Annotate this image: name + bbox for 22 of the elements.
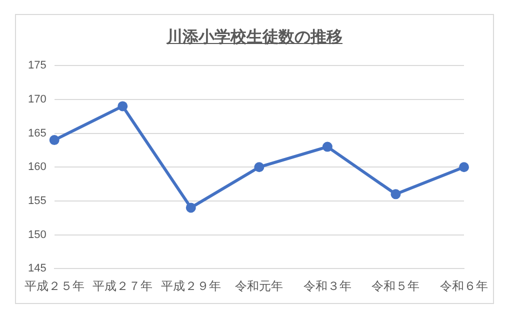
y-tick-label: 150 — [28, 228, 46, 241]
point — [186, 202, 196, 213]
x-tick-label: 令和６年 — [440, 278, 488, 293]
y-tick-label: 145 — [28, 262, 46, 275]
x-tick-label: 平成２７年 — [92, 278, 153, 293]
y-tick-label: 170 — [28, 93, 46, 106]
x-tick-label: 平成２９年 — [160, 278, 221, 293]
point — [390, 189, 401, 200]
x-tick-label: 令和元年 — [235, 278, 284, 293]
y-tick-label: 165 — [28, 127, 46, 140]
point — [322, 142, 332, 152]
point — [49, 135, 60, 146]
y-tick-label: 160 — [28, 161, 46, 174]
point — [459, 162, 469, 172]
x-tick-label: 令和５年 — [372, 278, 420, 293]
point — [118, 101, 128, 112]
x-tick-label: 令和３年 — [303, 278, 352, 293]
y-tick-label: 175 — [28, 60, 46, 72]
chart-title: 川添小学校生徒数の推移 — [166, 27, 344, 48]
x-tick-label: 平成２５年 — [24, 278, 84, 293]
point — [254, 162, 264, 172]
y-tick-label: 155 — [28, 194, 46, 207]
